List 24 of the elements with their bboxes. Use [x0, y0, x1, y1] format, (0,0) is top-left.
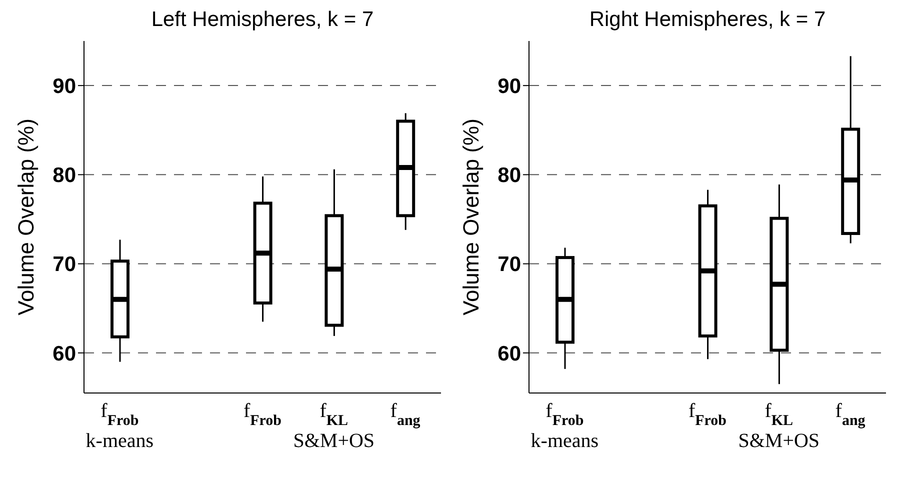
x-tick-label: f$_{KL}$: [764, 400, 794, 429]
y-axis-title: Volume Overlap (%): [14, 118, 38, 316]
y-tick-label: 60: [498, 342, 521, 366]
text: k-means: [84, 429, 155, 453]
x-tick-label: f$_{Frob}$: [546, 400, 584, 429]
x-tick-label: f$_{ang}$: [390, 400, 421, 429]
y-tick-label: 60: [52, 342, 76, 366]
x-tick-label: f$_{Frob}$: [688, 400, 727, 429]
text: S&M+OS: [292, 429, 376, 453]
y-tick-label: 90: [498, 75, 521, 98]
y-tick-label: 70: [498, 253, 521, 276]
x-tick-label: f$_{ang}$: [835, 400, 866, 429]
chart-title: Right Hemispheres, k = 7: [588, 8, 827, 33]
y-tick-label: 70: [52, 253, 76, 276]
text: k-means: [530, 429, 600, 453]
x-tick-label: f$_{Frob}$: [100, 400, 139, 429]
chart-title: Left Hemispheres, k = 7: [150, 8, 375, 33]
y-tick-label: 90: [52, 75, 76, 98]
x-tick-label: f$_{KL}$: [320, 400, 348, 429]
text: S&M+OS: [737, 429, 821, 453]
y-axis-title: Volume Overlap (%): [458, 118, 484, 316]
x-tick-label: f$_{Frob}$: [243, 400, 282, 429]
y-tick-label: 80: [498, 164, 521, 188]
y-tick-label: 80: [52, 164, 76, 188]
